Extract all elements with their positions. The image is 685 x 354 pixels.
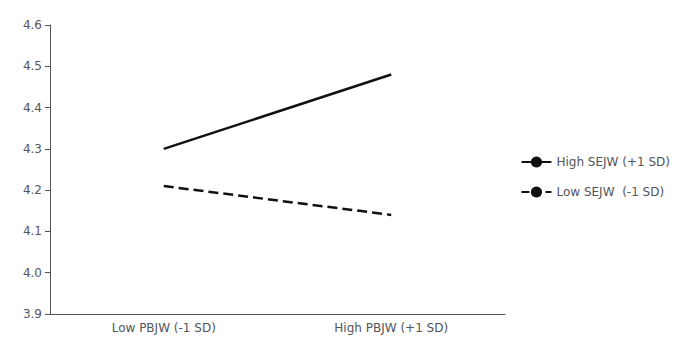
svg-text:4.3: 4.3 (23, 142, 42, 156)
svg-text:High SEJW (+1 SD): High SEJW (+1 SD) (556, 155, 670, 169)
svg-text:4.4: 4.4 (23, 101, 42, 115)
svg-text:4.5: 4.5 (23, 59, 42, 73)
svg-text:High PBJW (+1 SD): High PBJW (+1 SD) (334, 321, 448, 335)
svg-text:4.1: 4.1 (23, 224, 42, 238)
svg-text:4.2: 4.2 (23, 183, 42, 197)
svg-text:Low PBJW (-1 SD): Low PBJW (-1 SD) (112, 321, 216, 335)
svg-text:3.9: 3.9 (23, 307, 42, 321)
svg-text:4.0: 4.0 (23, 266, 42, 280)
svg-text:Low SEJW (-1 SD): Low SEJW (-1 SD) (556, 185, 664, 199)
svg-text:4.6: 4.6 (23, 18, 42, 32)
